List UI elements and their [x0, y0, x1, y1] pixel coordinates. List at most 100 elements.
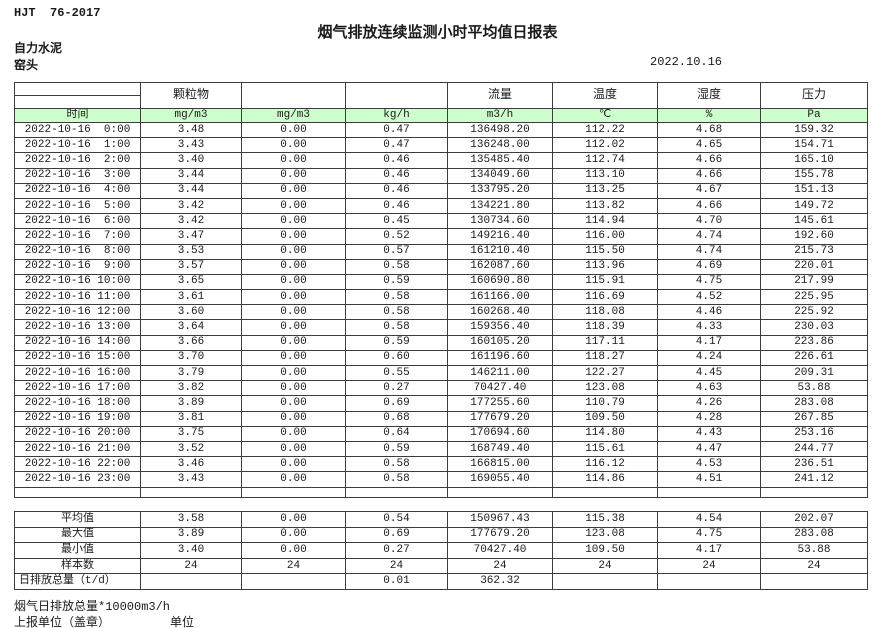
table-row: 2022-10-16 16:00 3.79 0.00 0.55 146211.0… — [14, 364, 868, 382]
cell-value: 4.46 — [657, 304, 761, 321]
cell-value: 215.73 — [760, 243, 868, 260]
cell-value: 0.00 — [241, 456, 346, 473]
cell-value: 133795.20 — [447, 182, 553, 199]
cell-value: 0.00 — [241, 304, 346, 321]
footer-unit-label: 单位 — [170, 616, 195, 628]
table-row: 2022-10-16 5:00 3.42 0.00 0.46 134221.80… — [14, 197, 868, 215]
cell-value: 3.60 — [140, 304, 242, 321]
cell-value: 230.03 — [760, 319, 868, 336]
summary-table: 平均值 3.58 0.00 0.54 150967.43 115.38 4.54… — [14, 511, 868, 590]
cell-value: 3.89 — [140, 395, 242, 412]
cell-time: 2022-10-16 17:00 — [14, 380, 141, 397]
table-row: 2022-10-16 7:00 3.47 0.00 0.52 149216.40… — [14, 228, 868, 245]
cell-value: 0.00 — [241, 395, 346, 412]
cell-value: 0.46 — [345, 152, 448, 169]
table-row: 2022-10-16 21:00 3.52 0.00 0.59 168749.4… — [14, 440, 868, 458]
cell-value: 134049.60 — [447, 167, 553, 184]
table-row: 2022-10-16 13:00 3.64 0.00 0.58 159356.4… — [14, 319, 868, 336]
cell-time: 2022-10-16 19:00 — [14, 410, 141, 427]
header-cell-particulate: 颗粒物 — [140, 82, 242, 109]
cell-value: 0.45 — [345, 213, 448, 230]
cell-value — [552, 573, 658, 590]
cell-value: 0.58 — [345, 304, 448, 321]
cell-value: 130734.60 — [447, 213, 553, 230]
cell-time: 2022-10-16 20:00 — [14, 425, 141, 442]
table-row: 2022-10-16 3:00 3.44 0.00 0.46 134049.60… — [14, 167, 868, 184]
cell-value: 160105.20 — [447, 334, 553, 351]
cell-value: 0.59 — [345, 273, 448, 291]
cell-value: 0.00 — [241, 137, 346, 154]
cell-value: 362.32 — [447, 573, 553, 590]
cell-value: 3.47 — [140, 228, 242, 245]
cell-value: 168749.40 — [447, 440, 553, 458]
table-row: 2022-10-16 19:00 3.81 0.00 0.68 177679.2… — [14, 410, 868, 427]
cell-value: 0.00 — [241, 349, 346, 367]
cell-value: 3.43 — [140, 471, 242, 488]
cell-value: 109.50 — [552, 410, 658, 427]
cell-value — [657, 573, 761, 590]
cell-value: 154.71 — [760, 137, 868, 154]
table-row: 2022-10-16 22:00 3.46 0.00 0.58 166815.0… — [14, 456, 868, 473]
cell-value: 3.44 — [140, 167, 242, 184]
table-row: 2022-10-16 10:00 3.65 0.00 0.59 160690.8… — [14, 273, 868, 291]
header-cell-flow: 流量 — [447, 82, 553, 109]
header-cell-humidity: 湿度 — [657, 82, 761, 109]
cell-value: 3.53 — [140, 243, 242, 260]
table-row: 2022-10-16 1:00 3.43 0.00 0.47 136248.00… — [14, 137, 868, 154]
table-row: 2022-10-16 2:00 3.40 0.00 0.46 135485.40… — [14, 152, 868, 169]
table-row: 2022-10-16 23:00 3.43 0.00 0.58 169055.4… — [14, 471, 868, 488]
cell-value: 283.08 — [760, 526, 868, 544]
cell-value: 134221.80 — [447, 197, 553, 215]
cell-value: 151.13 — [760, 182, 868, 199]
cell-value: 3.75 — [140, 425, 242, 442]
cell-value: 122.27 — [552, 364, 658, 382]
cell-value: 149.72 — [760, 197, 868, 215]
summary-label: 最大值 — [14, 526, 141, 544]
cell-value: 177679.20 — [447, 526, 553, 544]
cell-value: 0.59 — [345, 440, 448, 458]
company-name: 自力水泥 — [14, 42, 63, 56]
cell-value: 0.00 — [241, 273, 346, 291]
cell-value: 4.63 — [657, 380, 761, 397]
total-label: 日排放总量（t/d） — [14, 573, 141, 590]
cell-value: 53.88 — [760, 380, 868, 397]
daily-total-row: 日排放总量（t/d） 0.01 362.32 — [14, 573, 868, 590]
cell-value: 118.08 — [552, 304, 658, 321]
cell-value: 202.07 — [760, 511, 868, 528]
table-row: 2022-10-16 20:00 3.75 0.00 0.64 170694.6… — [14, 425, 868, 442]
cell-value: 0.54 — [345, 511, 448, 528]
header-cell-blank — [14, 95, 141, 109]
cell-value — [140, 573, 242, 590]
cell-value: 4.67 — [657, 182, 761, 199]
cell-value: 0.27 — [345, 542, 448, 559]
cell-value: 149216.40 — [447, 228, 553, 245]
cell-value: 0.00 — [241, 364, 346, 382]
cell-value: 112.02 — [552, 137, 658, 154]
cell-value: 3.89 — [140, 526, 242, 544]
cell-value: 0.46 — [345, 182, 448, 199]
cell-value: 0.00 — [241, 197, 346, 215]
cell-value: 3.66 — [140, 334, 242, 351]
cell-value: 0.58 — [345, 289, 448, 306]
cell-value: 3.82 — [140, 380, 242, 397]
cell-value: 0.00 — [241, 228, 346, 245]
cell-value — [241, 573, 346, 590]
table-row: 2022-10-16 17:00 3.82 0.00 0.27 70427.40… — [14, 380, 868, 397]
header-cell-blank — [14, 82, 141, 96]
cell-value: 4.66 — [657, 167, 761, 184]
cell-value: 145.61 — [760, 213, 868, 230]
cell-value: 0.00 — [241, 167, 346, 184]
cell-time: 2022-10-16 1:00 — [14, 137, 141, 154]
cell-value: 4.45 — [657, 364, 761, 382]
cell-value: 4.75 — [657, 273, 761, 291]
cell-value: 0.00 — [241, 213, 346, 230]
cell-value: 220.01 — [760, 258, 868, 275]
cell-time: 2022-10-16 5:00 — [14, 197, 141, 215]
cell-value: 4.69 — [657, 258, 761, 275]
cell-value: 114.80 — [552, 425, 658, 442]
cell-value: 4.65 — [657, 137, 761, 154]
cell-value: 0.47 — [345, 137, 448, 154]
cell-value: 0.69 — [345, 526, 448, 544]
cell-value: 3.65 — [140, 273, 242, 291]
summary-row: 样本数 24 24 24 24 24 24 24 — [14, 557, 868, 575]
